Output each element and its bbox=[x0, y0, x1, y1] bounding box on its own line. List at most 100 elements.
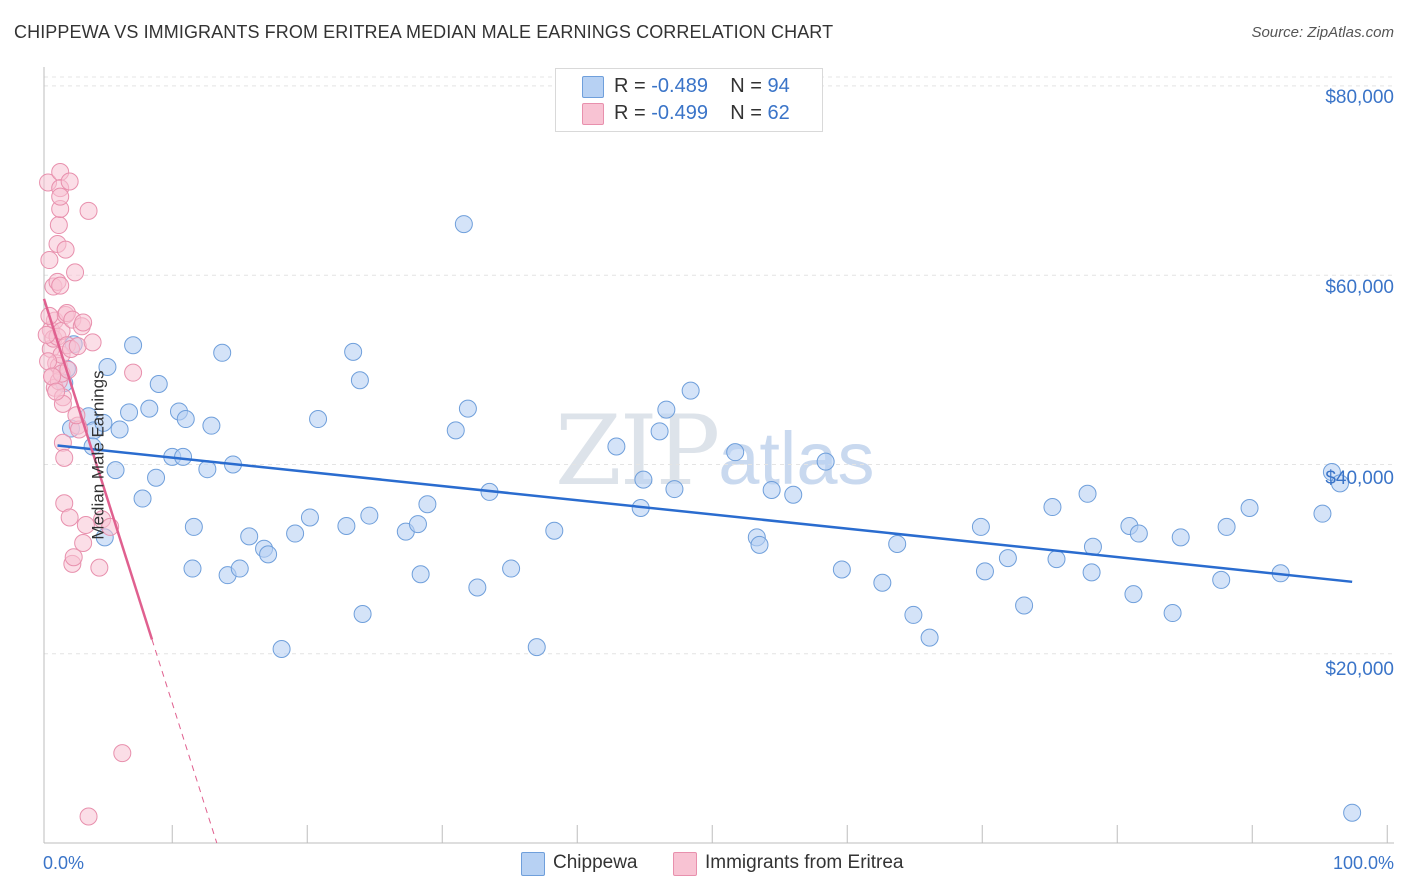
chippewa-point bbox=[259, 545, 278, 564]
eritrea-point bbox=[64, 548, 83, 567]
r-label: R = bbox=[614, 75, 652, 97]
chippewa-point bbox=[309, 410, 328, 429]
eritrea-point bbox=[113, 744, 132, 763]
y-tick-label: $40,000 bbox=[1325, 468, 1394, 489]
eritrea-point bbox=[124, 363, 143, 382]
chippewa-point bbox=[1343, 803, 1362, 822]
chippewa-point bbox=[998, 549, 1017, 568]
chippewa-point bbox=[750, 535, 769, 554]
chippewa-point bbox=[458, 399, 477, 418]
eritrea-point bbox=[79, 807, 98, 826]
eritrea-point bbox=[74, 313, 93, 332]
chippewa-point bbox=[183, 559, 202, 578]
chippewa-point bbox=[726, 443, 745, 462]
y-tick-label: $80,000 bbox=[1325, 87, 1394, 108]
chippewa-point bbox=[1078, 484, 1097, 503]
chippewa-point bbox=[300, 508, 319, 527]
chippewa-point bbox=[272, 640, 291, 658]
chippewa-point bbox=[904, 605, 923, 624]
chippewa-point bbox=[1212, 570, 1231, 589]
chippewa-point bbox=[360, 506, 379, 525]
chippewa-point bbox=[888, 534, 907, 553]
chippewa-point bbox=[408, 515, 427, 534]
watermark-atlas: atlas bbox=[718, 417, 875, 500]
chippewa-swatch bbox=[582, 76, 604, 98]
chippewa-point bbox=[1313, 504, 1332, 523]
eritrea-point bbox=[49, 216, 68, 235]
eritrea-point bbox=[53, 433, 72, 452]
chippewa-point bbox=[98, 357, 117, 376]
chippewa-point bbox=[213, 343, 232, 362]
chippewa-trend-line bbox=[57, 444, 1353, 584]
chippewa-point bbox=[353, 604, 372, 623]
eritrea-point bbox=[76, 516, 95, 535]
chippewa-point bbox=[784, 485, 803, 504]
chippewa-point bbox=[816, 452, 835, 471]
eritrea-point bbox=[68, 337, 87, 356]
correlation-legend: R = -0.489 N = 94 R = -0.499 N = 62 bbox=[555, 68, 823, 132]
eritrea-trend-line bbox=[42, 298, 154, 640]
n-label: N = bbox=[730, 75, 768, 97]
eritrea-point bbox=[43, 367, 62, 386]
x-tick-label: 100.0% bbox=[1332, 853, 1394, 873]
chippewa-point bbox=[1171, 528, 1190, 547]
chippewa-swatch bbox=[521, 852, 545, 876]
eritrea-point bbox=[79, 201, 98, 220]
chart-title: CHIPPEWA VS IMMIGRANTS FROM ERITREA MEDI… bbox=[14, 22, 834, 42]
n-value: 62 bbox=[767, 102, 790, 124]
chippewa-point bbox=[681, 381, 700, 400]
chippewa-point bbox=[634, 470, 653, 489]
chippewa-point bbox=[873, 573, 892, 592]
chippewa-point bbox=[657, 400, 676, 419]
chippewa-point bbox=[184, 517, 203, 536]
y-axis-label: Median Male Earnings bbox=[88, 370, 108, 540]
chippewa-point bbox=[149, 375, 168, 394]
chippewa-point bbox=[1240, 498, 1259, 517]
chippewa-point bbox=[286, 524, 305, 543]
chippewa-point bbox=[1047, 550, 1066, 569]
chippewa-point bbox=[1043, 498, 1062, 517]
chippewa-point bbox=[106, 461, 125, 480]
eritrea-point bbox=[66, 263, 85, 282]
legend-label: Immigrants from Eritrea bbox=[705, 852, 904, 873]
eritrea-point bbox=[56, 240, 75, 259]
chippewa-point bbox=[665, 480, 684, 499]
chippewa-point bbox=[650, 422, 669, 441]
chippewa-point bbox=[124, 336, 143, 355]
chippewa-point bbox=[975, 562, 994, 581]
chippewa-point bbox=[454, 215, 473, 234]
eritrea-point bbox=[60, 508, 79, 527]
chippewa-point bbox=[762, 481, 781, 500]
n-label: N = bbox=[730, 102, 768, 124]
chippewa-point bbox=[140, 399, 159, 418]
chippewa-point bbox=[344, 342, 363, 361]
chippewa-point bbox=[971, 517, 990, 536]
chippewa-point bbox=[350, 371, 369, 390]
eritrea-point bbox=[51, 187, 70, 206]
y-tick-label: $60,000 bbox=[1325, 277, 1394, 298]
chippewa-point bbox=[411, 565, 430, 584]
x-tick-label: 0.0% bbox=[43, 853, 85, 873]
chippewa-point bbox=[1163, 604, 1182, 623]
y-tick-label: $20,000 bbox=[1325, 659, 1394, 680]
chippewa-point bbox=[1217, 517, 1236, 536]
eritrea-trend-extension bbox=[151, 639, 218, 844]
eritrea-point bbox=[40, 251, 59, 270]
eritrea-point bbox=[51, 276, 70, 295]
chippewa-point bbox=[202, 416, 221, 435]
watermark: ZIPatlas bbox=[555, 395, 875, 507]
chippewa-point bbox=[1331, 474, 1349, 493]
chippewa-point bbox=[920, 628, 939, 647]
eritrea-point bbox=[74, 534, 93, 553]
legend-label: Chippewa bbox=[553, 852, 638, 873]
eritrea-point bbox=[55, 448, 74, 467]
eritrea-point bbox=[83, 333, 102, 352]
chippewa-point bbox=[832, 560, 851, 579]
source-label: Source: ZipAtlas.com bbox=[1251, 24, 1394, 41]
eritrea-point bbox=[90, 558, 109, 577]
chippewa-point bbox=[468, 578, 487, 597]
chippewa-point bbox=[337, 516, 356, 535]
chippewa-point bbox=[527, 638, 546, 657]
chippewa-point bbox=[176, 410, 195, 429]
